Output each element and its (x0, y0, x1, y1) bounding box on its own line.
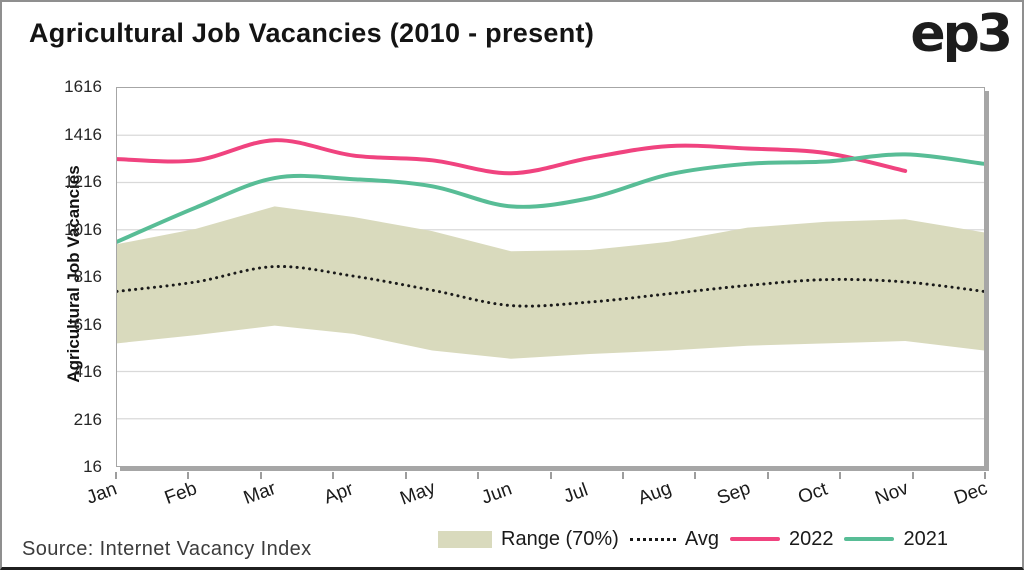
y-tick-label: 16 (83, 457, 102, 476)
x-tick-mark (477, 472, 480, 479)
plot-area (116, 87, 985, 467)
chart-canvas (117, 134, 984, 420)
x-tick-mark (694, 472, 697, 479)
avg-line (117, 265, 984, 308)
y-tick-label: 1216 (64, 172, 102, 191)
x-tick-mark (332, 472, 335, 479)
month-label-oct: Oct (795, 478, 831, 509)
legend-item-avg: Avg (629, 527, 719, 551)
month-label-may: May (397, 477, 439, 510)
month-label-jun: Jun (478, 478, 515, 509)
chart-title: Agricultural Job Vacancies (2010 - prese… (29, 18, 595, 48)
legend-2021-label: 2021 (903, 527, 948, 550)
month-label-jan: Jan (83, 478, 120, 509)
line-2021 (117, 152, 984, 244)
y-tick-label: 216 (73, 409, 102, 429)
y-tick-label: 1616 (64, 77, 102, 96)
x-tick-mark (549, 472, 552, 479)
month-label-dec: Dec (951, 477, 991, 510)
legend-avg-swatch (629, 537, 676, 541)
month-label-jul: Jul (560, 479, 591, 508)
x-tick-mark (839, 472, 842, 479)
month-label-aug: Aug (635, 477, 675, 510)
y-tick-label: 1016 (64, 219, 102, 239)
month-label-sep: Sep (714, 477, 754, 510)
ep3-logo: ep3 (910, 4, 1013, 64)
y-tick-label: 816 (73, 267, 102, 286)
y-tick-label: 616 (73, 314, 102, 334)
month-label-mar: Mar (240, 478, 279, 509)
legend-range-swatch (438, 530, 492, 548)
x-tick-mark (187, 472, 190, 479)
legend-item-2022: 2022 (729, 527, 834, 551)
x-tick-mark (115, 472, 117, 479)
month-label-apr: Apr (321, 478, 357, 509)
legend: Range (70%) Avg 2022 2021 (438, 523, 948, 555)
line-2022 (117, 138, 908, 176)
x-tick-mark (766, 472, 769, 479)
legend-2021-swatch (844, 537, 895, 541)
legend-avg-label: Avg (684, 527, 719, 550)
y-tick-label: 1416 (64, 124, 102, 144)
y-tick-label: 416 (73, 362, 102, 381)
x-tick-mark (984, 472, 986, 479)
month-label-feb: Feb (161, 478, 200, 509)
legend-range-label: Range (70%) (501, 527, 619, 550)
range-band (117, 206, 984, 359)
x-tick-mark (911, 472, 914, 479)
legend-2022-swatch (729, 537, 780, 541)
month-label-nov: Nov (872, 477, 912, 510)
legend-item-2021: 2021 (844, 528, 948, 551)
x-tick-mark (259, 472, 262, 479)
legend-item-range: Range (70%) (438, 528, 619, 551)
source-note: Source: Internet Vacancy Index (22, 538, 312, 560)
legend-2022-label: 2022 (788, 527, 834, 550)
x-tick-mark (621, 472, 624, 479)
x-tick-mark (404, 472, 407, 479)
